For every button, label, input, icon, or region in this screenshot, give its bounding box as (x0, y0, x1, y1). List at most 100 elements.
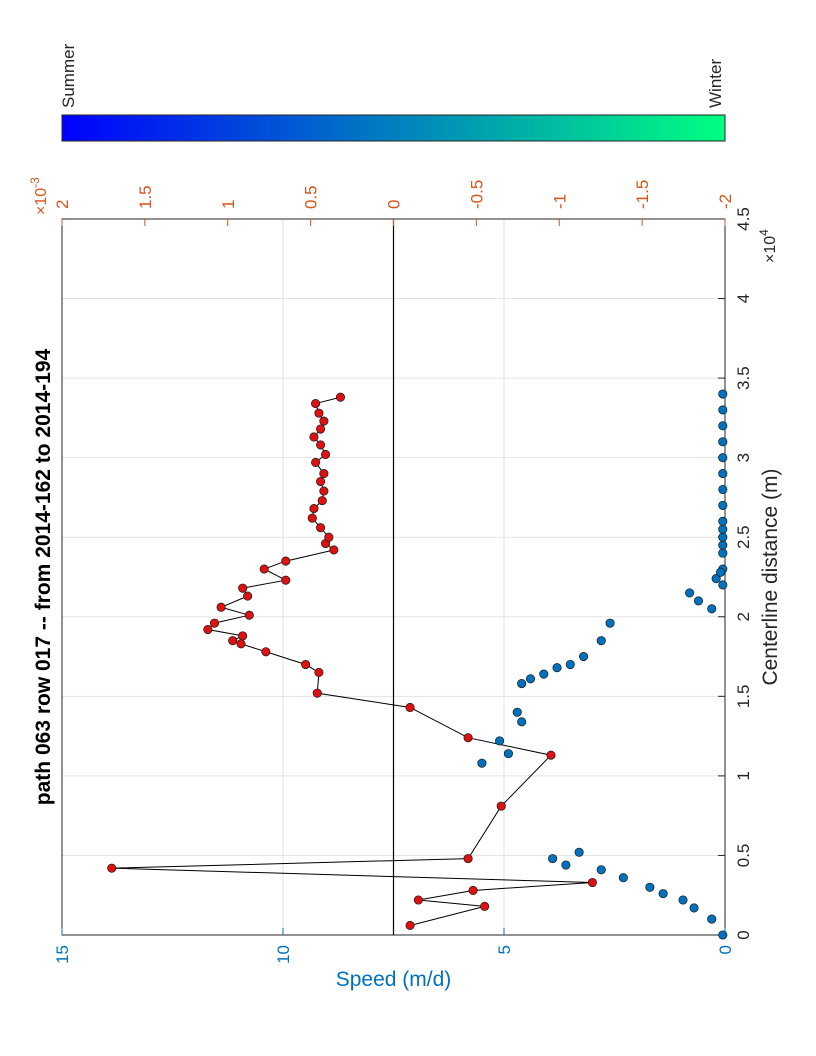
strain-point (238, 583, 248, 593)
strain-tick-label: -1 (550, 194, 569, 209)
strain-axis-exponent: ×10-3 (28, 177, 50, 215)
chart-title: path 063 row 017 -- from 2014-162 to 201… (32, 348, 55, 805)
speed-point (512, 707, 522, 717)
speed-point (574, 847, 584, 857)
strain-point (468, 885, 478, 895)
colorbar-label-winter: Winter (706, 59, 725, 108)
strain-tick-label: 1 (219, 200, 238, 209)
colorbar-label-summer: Summer (59, 43, 78, 108)
strain-point (281, 575, 291, 585)
strain-point (259, 564, 269, 574)
strain-series-line (111, 396, 593, 926)
speed-point (718, 516, 728, 526)
x-tick-label: 3 (734, 453, 753, 462)
strain-point (480, 901, 490, 911)
speed-point (718, 500, 728, 510)
speed-point (605, 618, 615, 628)
strain-point (307, 513, 317, 523)
speed-tick-label: 5 (495, 945, 514, 954)
strain-point (317, 496, 327, 506)
speed-point (711, 574, 721, 584)
strain-point (463, 733, 473, 743)
speed-point (718, 421, 728, 431)
strain-point (244, 610, 254, 620)
strain-tick-label: -1.5 (633, 180, 652, 209)
strain-point (319, 469, 329, 479)
strain-point (324, 532, 334, 542)
x-tick-label: 4 (734, 294, 753, 303)
speed-point (561, 860, 571, 870)
strain-tick-label: -0.5 (467, 180, 486, 209)
strain-point (238, 631, 248, 641)
speed-point (718, 532, 728, 542)
strain-point (209, 618, 220, 628)
speed-point (718, 453, 728, 463)
speed-point (707, 604, 717, 614)
strain-point (329, 545, 339, 555)
speed-point (658, 889, 668, 899)
season-colorbar (61, 114, 726, 142)
speed-point (718, 405, 728, 415)
strain-point (413, 895, 423, 905)
strain-point (228, 636, 238, 646)
speed-point (517, 717, 527, 727)
speed-point (565, 659, 575, 670)
speed-point (716, 567, 726, 577)
strain-point (496, 801, 506, 811)
strain-point (546, 750, 556, 760)
speed-tick-label: 0 (716, 945, 735, 954)
strain-axis-ticks: -2 -1.5 -1 -0.5 0 0.5 1 1.5 2 (53, 180, 735, 226)
speed-point (707, 914, 717, 924)
speed-point (539, 669, 549, 679)
strain-point (309, 504, 319, 514)
speed-tick-label: 15 (53, 945, 72, 964)
x-axis-label: Centerline distance (m) (759, 468, 782, 685)
speed-point (525, 674, 536, 684)
speed-tick-label: 10 (274, 945, 293, 964)
speed-point (552, 663, 562, 673)
x-tick-label: 3.5 (734, 366, 753, 390)
speed-point (596, 636, 606, 646)
x-tick-label: 2.5 (734, 525, 753, 549)
speed-point (685, 588, 695, 598)
speed-point (517, 679, 527, 689)
x-tick-label: 0 (734, 930, 753, 939)
speed-point (689, 903, 699, 913)
strain-point (316, 476, 326, 487)
speed-axis-label: Speed (m/d) (336, 968, 452, 991)
speed-point (645, 882, 655, 892)
strain-tick-label: 1.5 (136, 185, 155, 209)
speed-point (718, 930, 728, 940)
speed-point (503, 749, 513, 759)
strain-tick-label: 0.5 (302, 185, 321, 209)
strain-tick-label: -2 (716, 194, 735, 209)
strain-point (311, 457, 321, 467)
strain-point (316, 424, 326, 434)
speed-point (718, 548, 728, 558)
x-tick-label: 2 (734, 612, 753, 621)
speed-point (718, 524, 728, 534)
strain-point (316, 523, 326, 533)
strain-point (335, 392, 346, 402)
strain-point (314, 667, 324, 678)
speed-point (678, 895, 688, 905)
x-tick-label: 1 (734, 771, 753, 780)
strain-tick-label: 2 (53, 200, 72, 209)
x-axis-exponent: ×104 (757, 229, 779, 263)
strain-point (107, 863, 117, 873)
speed-point (579, 652, 589, 662)
speed-point (596, 865, 606, 875)
strain-point (319, 416, 329, 426)
strain-point (587, 877, 597, 888)
strain-point (243, 591, 253, 601)
strain-point (312, 688, 322, 698)
speed-point (718, 469, 728, 479)
strain-point (301, 659, 311, 670)
x-tick-label: 0.5 (734, 844, 753, 868)
strain-point (316, 440, 326, 450)
strain-point (281, 556, 291, 566)
x-axis-ticks: 0 0.5 1 1.5 2 2.5 3 3.5 4 4.5 (718, 207, 753, 940)
strain-point (405, 920, 415, 931)
strain-point (314, 408, 324, 418)
